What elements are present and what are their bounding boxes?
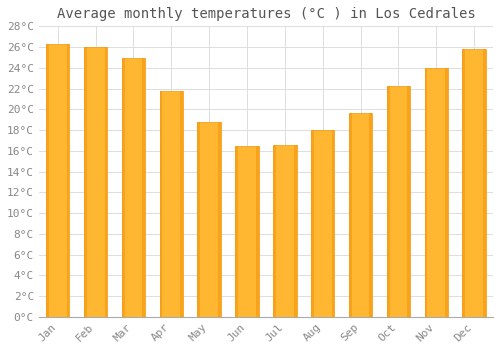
- Bar: [46, 44, 49, 317]
- Bar: [160, 91, 162, 317]
- Bar: [311, 130, 314, 317]
- Bar: [104, 47, 108, 317]
- Bar: [160, 91, 183, 317]
- Bar: [462, 49, 486, 317]
- Bar: [180, 91, 183, 317]
- Bar: [122, 58, 145, 317]
- Bar: [84, 47, 108, 317]
- Bar: [256, 146, 258, 317]
- Bar: [386, 86, 390, 317]
- Bar: [462, 49, 465, 317]
- Bar: [483, 49, 486, 317]
- Bar: [294, 145, 296, 317]
- Bar: [349, 113, 352, 317]
- Bar: [198, 122, 200, 317]
- Bar: [142, 58, 145, 317]
- Bar: [66, 44, 70, 317]
- Bar: [349, 113, 372, 317]
- Bar: [273, 145, 296, 317]
- Bar: [332, 130, 334, 317]
- Bar: [198, 122, 221, 317]
- Bar: [84, 47, 86, 317]
- Bar: [445, 68, 448, 317]
- Bar: [370, 113, 372, 317]
- Bar: [122, 58, 124, 317]
- Bar: [408, 86, 410, 317]
- Bar: [236, 146, 258, 317]
- Bar: [311, 130, 334, 317]
- Bar: [218, 122, 221, 317]
- Bar: [273, 145, 276, 317]
- Bar: [236, 146, 238, 317]
- Title: Average monthly temperatures (°C ) in Los Cedrales: Average monthly temperatures (°C ) in Lo…: [56, 7, 476, 21]
- Bar: [424, 68, 428, 317]
- Bar: [386, 86, 410, 317]
- Bar: [46, 44, 70, 317]
- Bar: [424, 68, 448, 317]
